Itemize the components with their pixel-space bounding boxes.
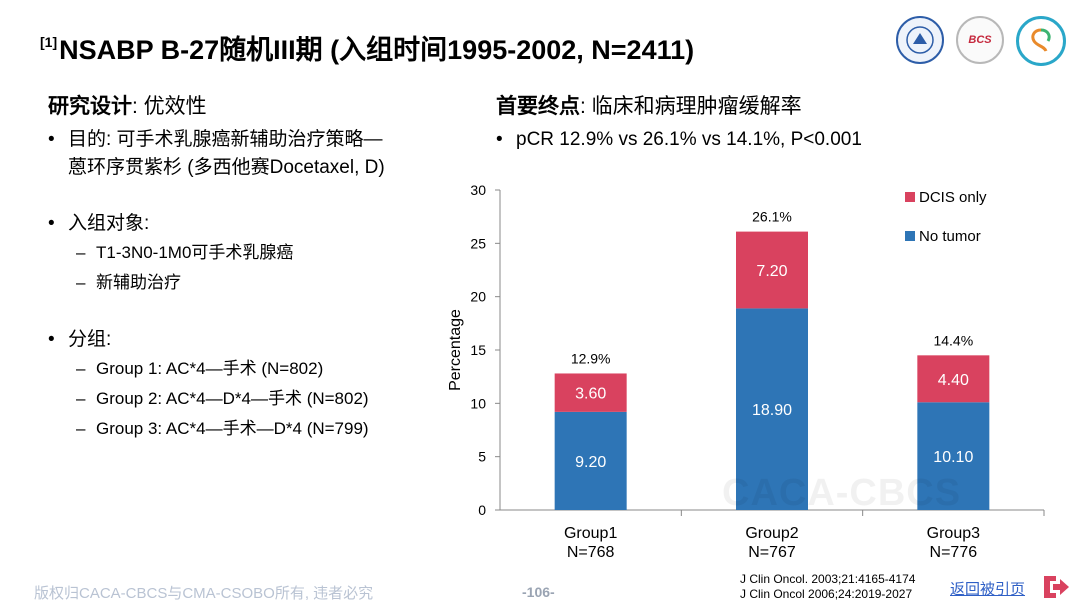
bar-value-label: 4.40 (938, 372, 969, 389)
bcs-logo-text: BCS (968, 34, 992, 46)
study-design-heading-bold: 研究设计 (48, 95, 132, 118)
page-number: -106- (522, 584, 555, 600)
study-design-panel: 研究设计: 优效性 目的: 可手术乳腺癌新辅助治疗策略— 蒽环序贯紫杉 (多西他赛… (48, 90, 468, 444)
slide-title: [1]NSABP B-27随机III期 (入组时间1995-2002, N=24… (40, 28, 694, 67)
y-tick-label: 25 (470, 235, 486, 251)
university-seal-logo (896, 16, 944, 64)
bar-total-label: 26.1% (752, 209, 792, 225)
bar-segment (736, 231, 808, 309)
reference-line: J Clin Oncol. 2003;21:4165-4174 (740, 572, 916, 586)
study-design-heading-rest: : 优效性 (132, 95, 207, 118)
bar-total-label: 14.4% (933, 332, 973, 348)
group-item: Group 1: AC*4—手术 (N=802) (48, 354, 468, 384)
bcs-logo: BCS (956, 16, 1004, 64)
x-tick-label: Group2 (745, 525, 798, 542)
legend-swatch (905, 231, 915, 241)
bar-value-label: 9.20 (575, 454, 606, 471)
back-arrow-icon[interactable] (1040, 572, 1072, 602)
y-axis-label: Percentage (447, 309, 464, 391)
bar-value-label: 7.20 (756, 263, 787, 280)
x-tick-sublabel: N=768 (567, 544, 615, 561)
study-design-heading: 研究设计: 优效性 (48, 90, 468, 120)
y-tick-label: 30 (470, 182, 486, 198)
endpoint-heading: 首要终点: 临床和病理肿瘤缓解率 (496, 90, 1056, 120)
legend-swatch (905, 192, 915, 202)
bar-segment (917, 402, 990, 510)
pcr-stacked-bar-chart: 0 5 10 15 20 25 30 Percentage 9.20 3.60 12.9% Group… (440, 180, 1060, 580)
y-tick-label: 5 (478, 449, 486, 465)
subjects-bullet: 入组对象: (48, 210, 468, 238)
legend-label: DCIS only (919, 189, 987, 206)
legend-label: No tumor (919, 228, 981, 245)
bar-segment (736, 308, 808, 510)
chart-svg: 0 5 10 15 20 25 30 Percentage 9.20 3.60 12.9% Group… (447, 182, 1045, 561)
y-tick-label: 10 (470, 395, 486, 411)
bar-value-label: 10.10 (933, 449, 973, 466)
reference-line: J Clin Oncol 2006;24:2019-2027 (740, 587, 913, 601)
y-tick-label: 0 (478, 502, 486, 518)
bar-total-label: 12.9% (571, 350, 611, 366)
x-tick-sublabel: N=767 (748, 544, 796, 561)
endpoint-heading-bold: 首要终点 (496, 95, 580, 118)
bar-segment (917, 355, 990, 403)
logo-bar: BCS (896, 16, 1066, 66)
y-tick-label: 20 (470, 289, 486, 305)
title-text: NSABP B-27随机III期 (入组时间1995-2002, N=2411) (59, 35, 695, 65)
bar-segment (554, 411, 627, 510)
purpose-line-2: 蒽环序贯紫杉 (多西他赛Docetaxel, D) (68, 157, 385, 178)
watermark: CACA-CBCS (722, 472, 962, 514)
caca-logo (1016, 16, 1066, 66)
bar-value-label: 3.60 (575, 386, 606, 403)
endpoint-panel: 首要终点: 临床和病理肿瘤缓解率 pCR 12.9% vs 26.1% vs 1… (496, 90, 1056, 154)
purpose-line-1: 目的: 可手术乳腺癌新辅助治疗策略— (68, 129, 383, 150)
group-item: Group 2: AC*4—D*4—手术 (N=802) (48, 384, 468, 414)
bar-segment (554, 373, 627, 412)
group-item: Group 3: AC*4—手术—D*4 (N=799) (48, 414, 468, 444)
pcr-bullet: pCR 12.9% vs 26.1% vs 14.1%, P<0.001 (496, 126, 1056, 154)
x-tick-label: Group1 (564, 525, 617, 542)
back-to-referring-page-link[interactable]: 返回被引页 (950, 581, 1026, 598)
x-tick-sublabel: N=776 (930, 544, 978, 561)
references: J Clin Oncol. 2003;21:4165-4174 J Clin O… (740, 572, 915, 602)
title-ref-sup: [1] (40, 34, 58, 50)
purpose-bullet: 目的: 可手术乳腺癌新辅助治疗策略— 蒽环序贯紫杉 (多西他赛Docetaxel,… (48, 126, 468, 182)
y-tick-label: 15 (470, 342, 486, 358)
x-tick-label: Group3 (927, 525, 980, 542)
endpoint-heading-rest: : 临床和病理肿瘤缓解率 (580, 95, 802, 118)
subject-item: T1-3N0-1M0可手术乳腺癌 (48, 238, 468, 268)
subject-item: 新辅助治疗 (48, 268, 468, 298)
copyright-text: 版权归CACA-CBCS与CMA-CSOBO所有, 违者必究 (34, 585, 374, 602)
bar-value-label: 18.90 (752, 402, 792, 419)
groups-bullet: 分组: (48, 326, 468, 354)
